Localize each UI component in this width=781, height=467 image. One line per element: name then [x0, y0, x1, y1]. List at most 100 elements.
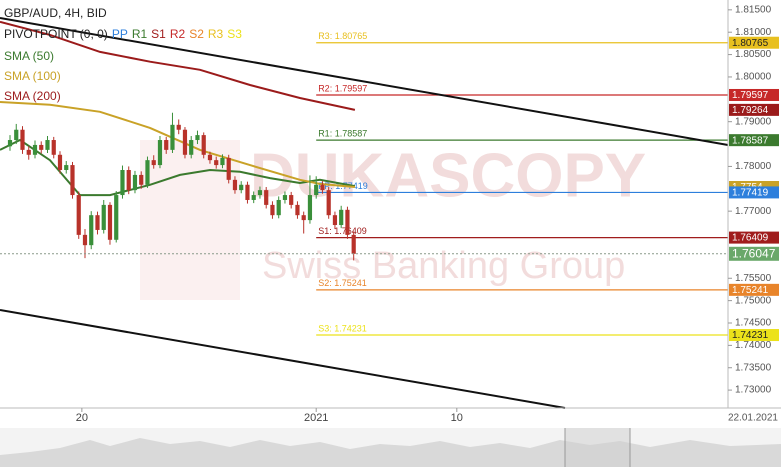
x-tick-label: 2021: [304, 412, 328, 424]
pivot-price-label: 1.78587: [732, 135, 769, 146]
y-tick-label: 1.74500: [735, 318, 772, 329]
candle-body: [45, 140, 50, 150]
candle-body: [26, 149, 31, 155]
legend-pivot: S1: [151, 27, 166, 41]
candle-body: [76, 195, 81, 235]
last-price-label: 1.76047: [732, 246, 776, 260]
pivot-price-box: [729, 36, 779, 49]
legend-pivot: S2: [189, 27, 204, 41]
pivot-label: R2: 1.79597: [318, 83, 367, 93]
candle-body: [320, 184, 325, 191]
legend-indicator-name: PIVOTPOINT (0, 0): [4, 27, 108, 41]
pivot-label: S1: 1.76409: [318, 226, 367, 236]
candle-body: [270, 204, 275, 216]
candle-body: [276, 199, 281, 216]
candle-body: [176, 124, 181, 130]
y-tick-label: 1.81000: [735, 27, 772, 38]
candle-body: [239, 184, 244, 191]
candle-body: [195, 135, 200, 141]
pivot-price-label: 1.79597: [732, 90, 769, 101]
candle-body: [157, 140, 163, 166]
candle-body: [20, 129, 25, 150]
navigator-window[interactable]: [565, 428, 630, 467]
legend-pivot: PP: [112, 27, 128, 41]
candle-body: [89, 215, 94, 246]
candle-body: [214, 160, 219, 166]
candle-body: [151, 160, 156, 166]
y-tick-label: 1.75000: [735, 295, 772, 306]
pivot-label: R3: 1.80765: [318, 31, 367, 41]
legend-entry: SMA (200): [4, 89, 61, 103]
legend-pivot: S3: [227, 27, 242, 41]
chart-title: GBP/AUD, 4H, BID: [4, 6, 107, 20]
candle-body: [64, 165, 69, 170]
x-tick-label: 20: [76, 412, 88, 424]
candle-body: [345, 209, 350, 235]
candle-body: [326, 190, 331, 216]
trend-line: [0, 17, 729, 146]
y-tick-label: 1.81500: [735, 4, 772, 15]
y-tick-label: 1.74000: [735, 340, 772, 351]
candle-body: [251, 195, 256, 200]
candle-body: [170, 124, 175, 150]
sma-line: [0, 138, 356, 197]
date-label: 22.01.2021: [728, 413, 778, 424]
candle-body: [282, 195, 288, 200]
candle-body: [139, 174, 144, 185]
candle-body: [295, 204, 300, 216]
y-tick-label: 1.73500: [735, 362, 772, 373]
candle-body: [120, 170, 125, 196]
legend-entry: SMA (50): [4, 49, 54, 63]
legend-pivot: R3: [208, 27, 224, 41]
candle-body: [70, 165, 75, 196]
candle-body: [7, 140, 13, 147]
candle-body: [95, 215, 100, 230]
watermark-logo: [140, 140, 240, 300]
candle-body: [14, 129, 19, 141]
candle-body: [101, 204, 106, 230]
candle-body: [189, 140, 194, 155]
x-tick-label: 10: [451, 412, 463, 424]
sma-price-label: 1.79264: [732, 105, 769, 116]
axis-labels: 1.81500 1.81000 1.80500 1.80000 1.79000 1.780…: [76, 4, 779, 424]
pivot-price-box: [729, 329, 779, 342]
candle-body: [201, 135, 206, 155]
pivot-price-box: [729, 88, 779, 101]
candle-body: [232, 179, 238, 191]
pivot-price-label: 1.74231: [732, 330, 769, 341]
legend-pivot: R2: [170, 27, 186, 41]
candle-body: [107, 204, 113, 240]
y-tick-label: 1.73000: [735, 385, 772, 396]
pivot-price-label: 1.75241: [732, 285, 769, 296]
sma-price-box: [729, 103, 779, 116]
legend-indicator: PIVOTPOINT (0, 0) PP R1 S1 R2 S2 R3 S3: [4, 27, 242, 41]
legend-pivot: R1: [132, 27, 148, 41]
candle-body: [145, 160, 150, 185]
candle-body: [339, 209, 344, 226]
candle-body: [114, 195, 119, 240]
candle-body: [82, 234, 88, 246]
candle-body: [57, 154, 63, 170]
candle-body: [51, 140, 56, 155]
candle-body: [245, 184, 250, 200]
candle-body: [207, 154, 213, 161]
candle-body: [301, 215, 306, 221]
y-tick-label: 1.75500: [735, 273, 772, 284]
candle-body: [314, 184, 319, 196]
pivot-price-label: 1.76409: [732, 233, 769, 244]
pivot-price-box: [729, 231, 779, 244]
watermark-tagline: Swiss Banking Group: [262, 245, 625, 287]
candle-body: [182, 129, 188, 155]
candle-body: [307, 195, 313, 221]
y-tick-label: 1.78000: [735, 161, 772, 172]
candle-body: [220, 157, 225, 166]
candle-body: [289, 195, 294, 205]
candle-body: [351, 234, 356, 254]
pivot-price-box: [729, 283, 779, 296]
sma-line: [0, 20, 356, 111]
candle-body: [332, 215, 338, 226]
candle-body: [264, 190, 269, 205]
pivot-price-box: [729, 134, 779, 147]
y-tick-label: 1.77000: [735, 206, 772, 217]
